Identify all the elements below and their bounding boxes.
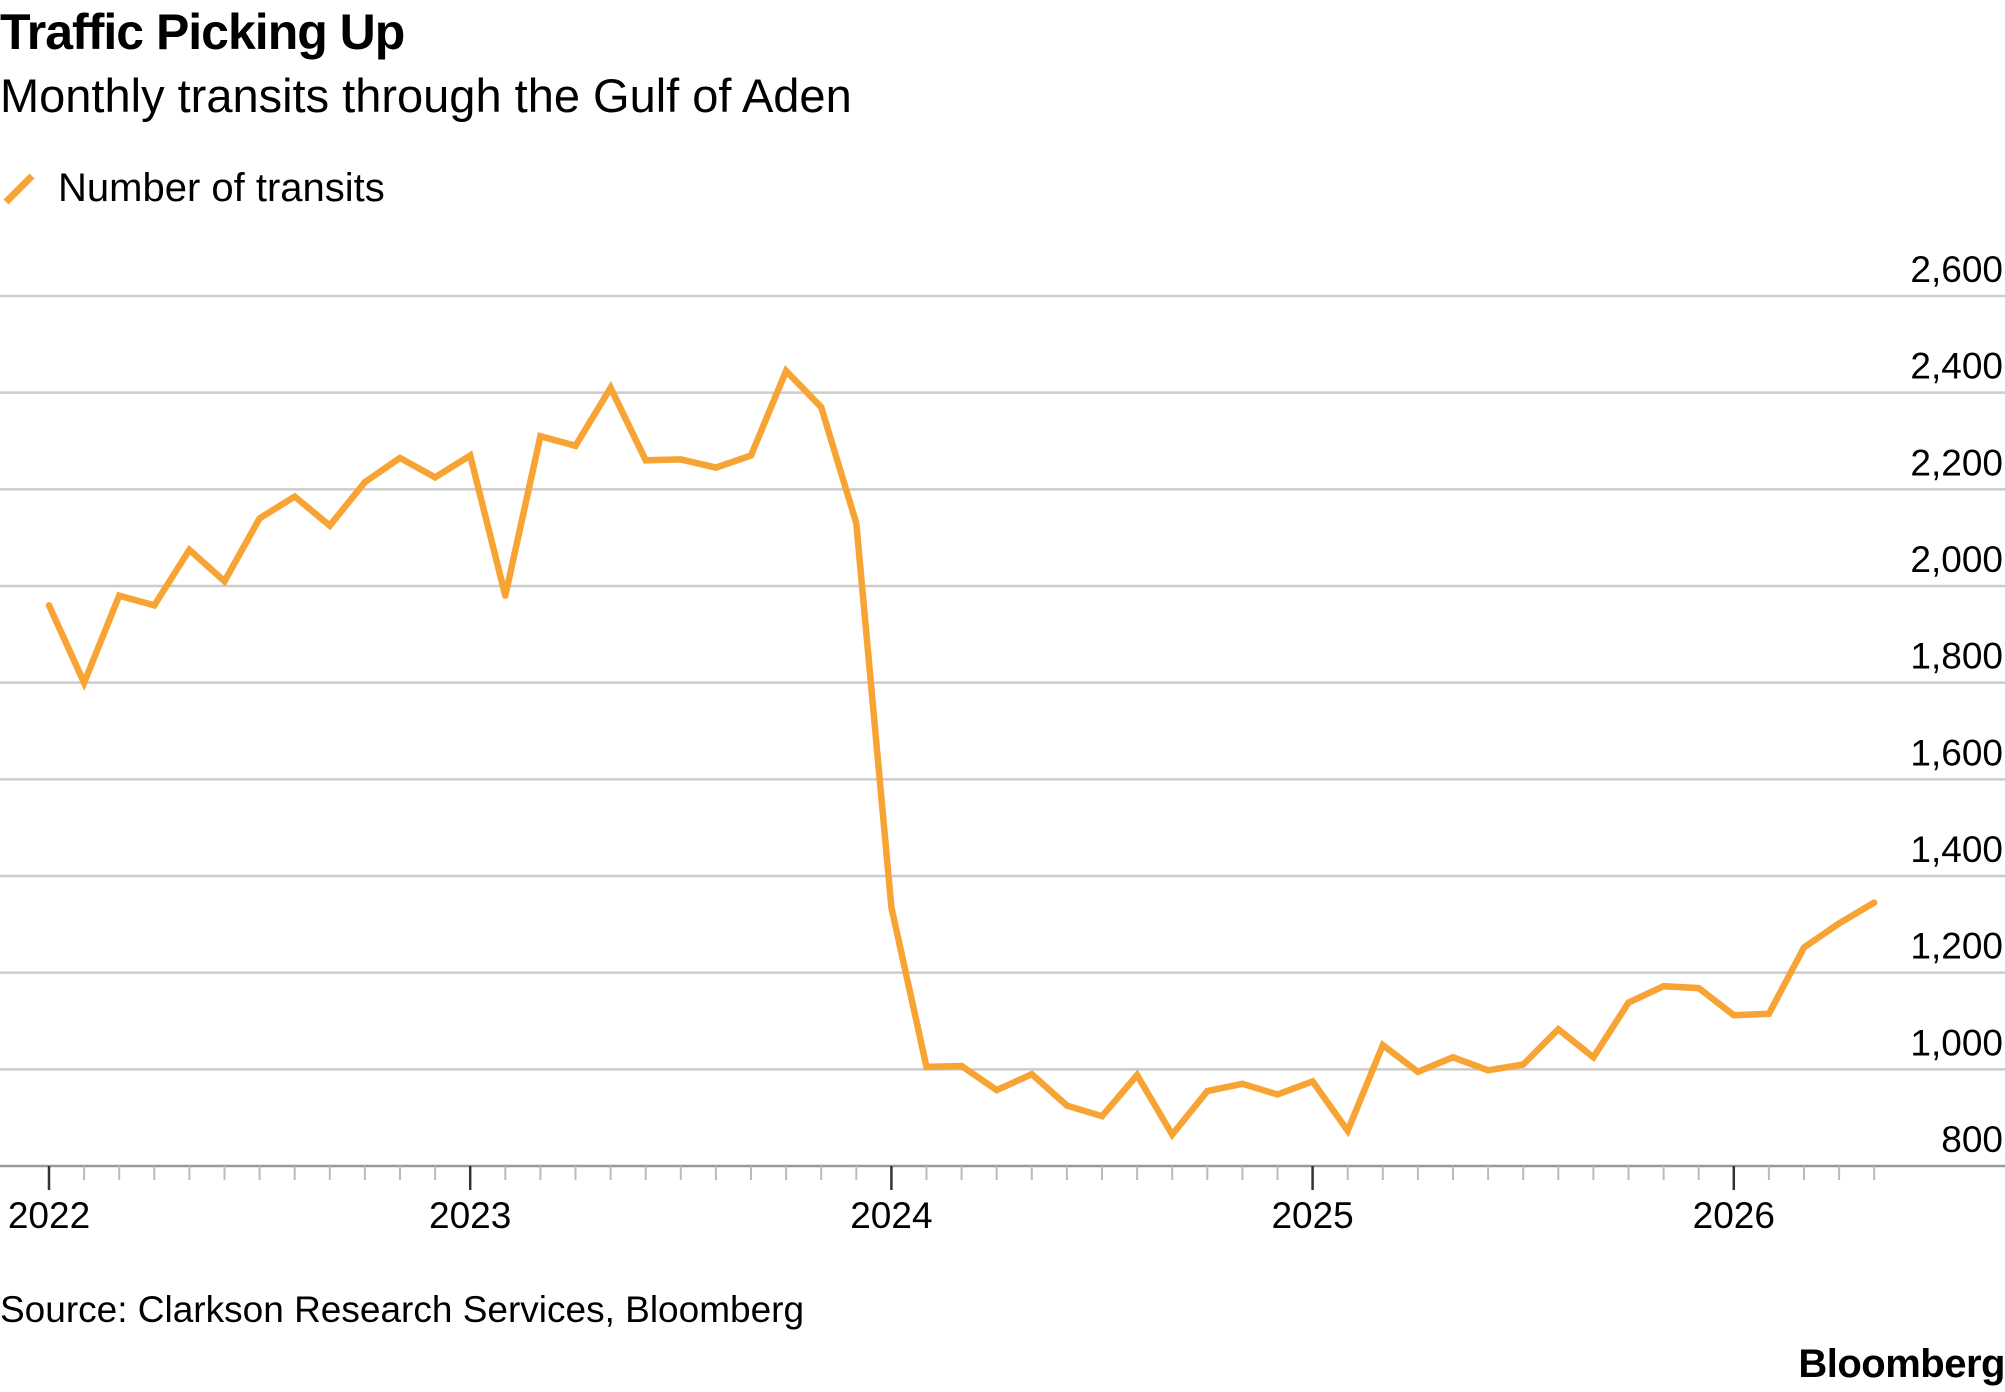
y-tick-label: 1,200 — [1910, 926, 2003, 967]
data-point — [1379, 1042, 1387, 1049]
chart-subtitle: Monthly transits through the Gulf of Ade… — [0, 69, 852, 122]
chart-title: Traffic Picking Up — [0, 4, 405, 60]
data-point — [1414, 1068, 1422, 1076]
data-point — [116, 592, 123, 599]
x-tick-label: 2022 — [8, 1195, 90, 1236]
data-point — [1765, 1010, 1773, 1017]
data-point — [431, 474, 439, 481]
brand-logo: Bloomberg — [1798, 1342, 2005, 1386]
y-axis-labels: 800 1,000 1,200 1,400 1,600 1,800 2,000 2,200 2,… — [1910, 249, 2003, 1160]
y-tick-label: 2,200 — [1910, 442, 2003, 483]
x-tick-label: 2026 — [1693, 1195, 1775, 1236]
data-point — [80, 679, 88, 686]
data-point — [1344, 1127, 1351, 1134]
data-point — [993, 1086, 1000, 1094]
data-point — [396, 454, 404, 462]
data-point — [1555, 1026, 1562, 1033]
data-point — [45, 602, 53, 609]
x-tick-label: 2025 — [1271, 1195, 1353, 1236]
y-tick-label: 800 — [1941, 1119, 2003, 1160]
x-axis — [0, 1164, 2005, 1190]
data-point — [186, 546, 193, 553]
data-point — [502, 592, 509, 599]
legend-swatch-icon — [3, 173, 35, 205]
data-point — [642, 457, 649, 464]
data-point — [1625, 999, 1632, 1006]
data-point — [221, 578, 228, 585]
data-point — [677, 456, 684, 463]
y-tick-label: 1,400 — [1910, 829, 2003, 870]
data-point — [326, 522, 333, 529]
data-point — [853, 520, 860, 527]
data-point — [1730, 1012, 1738, 1019]
data-point — [1695, 984, 1702, 992]
data-point — [572, 442, 579, 449]
data-point — [1028, 1071, 1036, 1078]
data-point — [361, 478, 369, 486]
data-point — [818, 404, 825, 411]
data-point — [747, 452, 755, 459]
data-point — [1063, 1102, 1071, 1109]
data-point — [1871, 899, 1878, 906]
legend: Number of transits — [0, 158, 385, 218]
data-point — [1309, 1078, 1316, 1085]
data-point — [1590, 1054, 1597, 1061]
data-point — [291, 493, 298, 500]
data-point — [1204, 1087, 1211, 1095]
y-tick-label: 1,800 — [1910, 636, 2003, 677]
data-point — [1660, 983, 1667, 990]
data-point — [256, 515, 263, 522]
data-point — [923, 1063, 930, 1071]
data-point — [1169, 1131, 1176, 1138]
data-point — [1449, 1054, 1457, 1061]
data-point — [782, 367, 790, 375]
data-point — [537, 433, 544, 440]
x-axis-labels: 2022 2023 2024 2025 2026 — [8, 1195, 1775, 1236]
data-point — [888, 904, 895, 911]
data-point — [151, 602, 158, 609]
series-layer — [45, 365, 1878, 1141]
x-tick-label: 2023 — [429, 1195, 511, 1236]
y-tick-label: 2,400 — [1910, 346, 2003, 387]
data-point — [1520, 1061, 1527, 1068]
source-note: Source: Clarkson Research Services, Bloo… — [0, 1289, 805, 1330]
data-point — [1484, 1067, 1492, 1074]
x-tick-label: 2024 — [850, 1195, 932, 1236]
data-point — [1274, 1091, 1281, 1098]
data-point — [467, 452, 474, 459]
data-point — [1098, 1113, 1106, 1120]
gridlines — [0, 294, 2005, 1071]
data-point — [1133, 1071, 1141, 1079]
y-tick-label: 2,600 — [1910, 249, 2003, 290]
data-point — [712, 464, 720, 471]
legend-label: Number of transits — [58, 166, 385, 210]
data-point — [958, 1062, 965, 1070]
data-point — [607, 384, 614, 391]
data-point — [1835, 920, 1843, 927]
series-line — [46, 365, 1876, 1141]
data-point — [1239, 1080, 1246, 1088]
data-point — [1800, 944, 1808, 951]
y-tick-label: 2,000 — [1910, 539, 2003, 580]
y-tick-label: 1,600 — [1910, 732, 2003, 773]
y-tick-label: 1,000 — [1910, 1022, 2003, 1063]
